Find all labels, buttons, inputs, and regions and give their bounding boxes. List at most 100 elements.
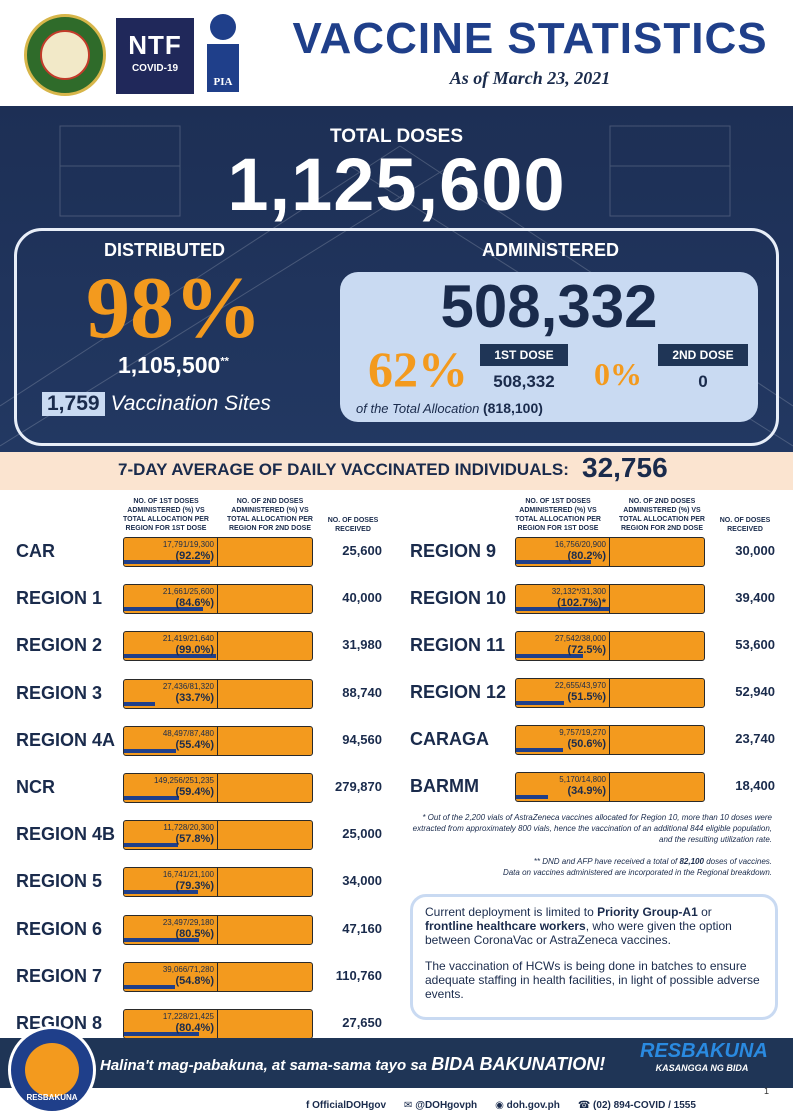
region-name: REGION 3 [16, 682, 103, 703]
administered-value: 508,332 [440, 273, 658, 340]
doses-received: 27,650 [342, 1015, 382, 1030]
sites-count: 1,759 [42, 392, 105, 416]
progress-fill [124, 843, 178, 848]
phone-contact[interactable]: ☎ (02) 894-COVID / 1555 [577, 1100, 696, 1111]
progress-fill [516, 701, 564, 705]
dose-percent: (80.4%) [175, 1022, 214, 1034]
region-progress-bar: 149,256/251,235 (59.4%) [123, 773, 313, 803]
region-name: BARMM [410, 776, 479, 796]
region-progress-bar: 9,757/19,270 (50.6%) [515, 725, 705, 755]
dose-percent: (59.4%) [175, 786, 214, 798]
doses-received: 25,000 [342, 826, 382, 842]
dose-percent: (57.8%) [175, 833, 214, 846]
doses-received: 110,760 [335, 967, 382, 983]
footer-banner [0, 1038, 793, 1088]
dose-percent: (54.8%) [175, 974, 214, 987]
doses-received: 52,940 [735, 684, 775, 699]
vaccination-sites: 1,759 Vaccination Sites [42, 392, 271, 416]
col-head-received-right: NO. OF DOSES RECEIVED [719, 517, 771, 533]
progress-fill [516, 748, 563, 752]
second-dose-label: 2ND DOSE [658, 344, 748, 366]
region-progress-bar: 16,756/20,900 (80.2%) [515, 537, 705, 567]
dose-ratio: 21,661/25,600 [162, 587, 214, 597]
region-progress-bar: 16,741/21,100 (79.3%) [123, 867, 313, 898]
col-head-dose1-right: NO. OF 1ST DOSES ADMINISTERED (%) VS TOT… [515, 498, 601, 532]
region-progress-bar: 21,661/25,600 (84.6%) [123, 584, 313, 615]
dose-ratio: 32,132*/31,300 [551, 587, 606, 596]
allocation-note: of the Total Allocation (818,100) [356, 400, 543, 416]
region-name: REGION 4B [16, 824, 116, 845]
distributed-percent: 98% [86, 260, 262, 357]
resbakuna-badge-icon: RESBAKUNA [8, 1026, 96, 1114]
progress-fill [124, 796, 179, 800]
distributed-label: DISTRIBUTED [104, 240, 225, 260]
col-head-dose2-left: NO. OF 2ND DOSES ADMINISTERED (%) VS TOT… [227, 498, 313, 532]
region-progress-bar: 17,791/19,300 (92.2%) [123, 537, 313, 567]
doses-received: 23,740 [735, 731, 775, 746]
resbakuna-logo: RESBAKUNA KASANGGA NG BIDA [640, 1040, 768, 1073]
doses-received: 31,980 [342, 637, 382, 653]
globe-icon: ◉ [495, 1100, 507, 1111]
progress-fill [124, 560, 210, 564]
twitter-contact[interactable]: ✉ @DOHgovph [404, 1100, 478, 1111]
website-contact[interactable]: ◉ doh.gov.ph [495, 1100, 560, 1111]
header: NTF COVID-19 PIA VACCINE STATISTICS As o… [0, 0, 793, 106]
region-name: REGION 10 [410, 588, 507, 608]
col-head-dose1-left: NO. OF 1ST DOSES ADMINISTERED (%) VS TOT… [123, 498, 209, 532]
dose-percent: (99.0%) [175, 644, 214, 657]
region-progress-bar: 11,728/20,300 (57.8%) [123, 820, 313, 851]
dose-ratio: 23,497/29,180 [162, 917, 214, 927]
region-progress-bar: 23,497/29,180 (80.5%) [123, 914, 313, 945]
progress-fill [124, 701, 155, 706]
doses-received: 25,600 [342, 543, 382, 558]
footnote-region10: * Out of the 2,200 vials of AstraZeneca … [412, 813, 772, 844]
total-doses-value: 1,125,600 [227, 143, 566, 226]
phone-icon: ☎ [577, 1100, 594, 1111]
progress-fill [124, 607, 203, 612]
region-progress-bar: 22,655/43,970 (51.5%) [515, 678, 705, 708]
contact-bar: f OfficialDOHgov ✉ @DOHgovph ◉ doh.gov.p… [306, 1100, 696, 1111]
facebook-contact[interactable]: f OfficialDOHgov [306, 1100, 387, 1111]
progress-fill [516, 560, 591, 564]
dose-percent: (102.7%)* [557, 597, 606, 609]
dose-ratio: 16,756/20,900 [554, 540, 606, 549]
region-name: REGION 11 [410, 635, 506, 655]
doses-received: 30,000 [735, 543, 775, 558]
dose-percent: (84.6%) [175, 597, 214, 610]
col-head-dose2-right: NO. OF 2ND DOSES ADMINISTERED (%) VS TOT… [619, 498, 705, 532]
region-name: CAR [16, 541, 55, 561]
doses-received: 40,000 [342, 590, 382, 606]
dose-ratio: 9,757/19,270 [559, 728, 606, 737]
dose-ratio: 48,497/87,480 [162, 728, 214, 738]
dose-ratio: 21,419/21,640 [162, 634, 214, 644]
doses-received: 88,740 [342, 684, 382, 700]
region-name: REGION 9 [410, 541, 497, 561]
region-progress-bar: 39,066/71,280 (54.8%) [123, 961, 313, 992]
dose-ratio: 16,741/21,100 [162, 870, 214, 880]
progress-fill [516, 654, 583, 658]
progress-fill [124, 654, 216, 659]
doses-received: 47,160 [342, 920, 382, 936]
dose-percent: (55.4%) [175, 738, 214, 751]
dose-percent: (80.5%) [175, 927, 214, 940]
region-name: REGION 6 [16, 918, 103, 939]
progress-fill [124, 748, 176, 753]
progress-fill [124, 890, 198, 895]
progress-fill [124, 937, 199, 942]
second-dose-percent: 0% [594, 356, 642, 392]
administered-label: ADMINISTERED [482, 240, 620, 260]
dose-ratio: 22,655/43,970 [554, 681, 606, 690]
region-progress-bar: 27,436/81,320 (33.7%) [123, 678, 313, 709]
second-dose-value: 0 [698, 372, 708, 391]
dose-ratio: 5,170/14,800 [559, 775, 606, 784]
dose-percent: (79.3%) [175, 880, 214, 893]
region-name: NCR [16, 777, 55, 797]
deployment-info-box: Current deployment is limited to Priorit… [410, 894, 778, 1020]
region-name: REGION 12 [410, 682, 507, 702]
average-band [0, 452, 793, 490]
doh-seal-logo [24, 14, 106, 96]
region-progress-bar: 17,228/21,425 (80.4%) [123, 1009, 313, 1039]
region-name: REGION 2 [16, 635, 103, 656]
dose-ratio: 17,791/19,300 [162, 540, 214, 549]
info-paragraph-2: The vaccination of HCWs is being done in… [425, 959, 760, 1001]
